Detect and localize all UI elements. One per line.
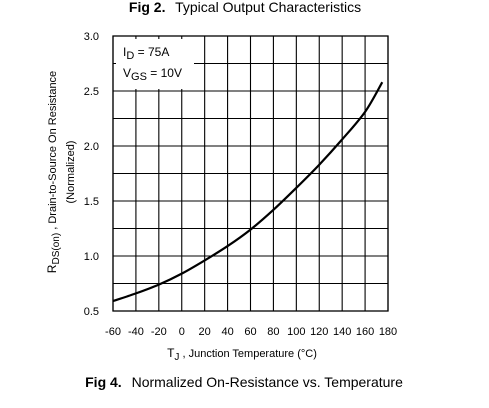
top-caption: Fig 2. Typical Output Characteristics xyxy=(129,0,361,15)
annotation-id-subscript: D xyxy=(126,50,134,62)
x-tick-labels: -60 -40 -20 0 20 40 60 80 100 120 140 160 180 xyxy=(105,326,397,338)
y-tick-label: 0.5 xyxy=(84,306,99,318)
x-axis-title: TJ , Junction Temperature (°C) xyxy=(167,346,317,363)
annotation-vgs: VGS = 10V xyxy=(123,66,182,83)
x-axis-title-subscript: J xyxy=(174,352,179,363)
x-axis-title-text: , Junction Temperature (°C) xyxy=(179,348,316,360)
x-tick-label: 80 xyxy=(267,326,279,338)
y-axis-title-text: , Drain-to-Source On Resistance xyxy=(47,71,59,233)
y-axis-title-subscript: DS(on) xyxy=(51,233,62,265)
curve-layer xyxy=(112,81,384,303)
x-axis-title-symbol: T xyxy=(167,346,175,360)
top-caption-text: Typical Output Characteristics xyxy=(175,0,361,15)
bottom-caption: Fig 4. Normalized On-Resistance vs. Temp… xyxy=(85,374,403,390)
annotation-box: ID = 75A VGS = 10V xyxy=(116,39,194,89)
x-tick-label: 0 xyxy=(179,326,185,338)
annotation-vgs-subscript: GS xyxy=(131,71,147,83)
y-tick-label: 1.0 xyxy=(84,251,99,263)
annotation-background xyxy=(116,39,194,89)
y-tick-label: 3.0 xyxy=(84,31,99,43)
bottom-caption-text: Normalized On-Resistance vs. Temperature xyxy=(132,374,404,390)
x-tick-label: 120 xyxy=(310,326,328,338)
bottom-caption-label: Fig 4. xyxy=(85,374,122,390)
x-tick-label: 40 xyxy=(221,326,233,338)
y-axis-title-line1: RDS(on) , Drain-to-Source On Resistance xyxy=(45,71,62,273)
annotation-vgs-value: = 10V xyxy=(147,66,182,80)
on-resistance-curve xyxy=(112,81,384,303)
y-tick-label: 2.0 xyxy=(84,141,99,153)
x-tick-label: -40 xyxy=(128,326,144,338)
x-tick-label: 20 xyxy=(199,326,211,338)
x-tick-label: -60 xyxy=(105,326,121,338)
y-axis-title-symbol: R xyxy=(45,264,59,273)
annotation-id-value: = 75A xyxy=(134,45,169,59)
y-axis-title: RDS(on) , Drain-to-Source On Resistance … xyxy=(45,71,77,273)
grid xyxy=(112,35,389,312)
annotation-vgs-symbol: V xyxy=(123,66,131,80)
annotation-id-symbol: I xyxy=(123,45,126,59)
x-tick-label: 180 xyxy=(379,326,397,338)
x-tick-label: 160 xyxy=(356,326,374,338)
plot-area: ID = 75A VGS = 10V -60 -40 -20 0 20 40 60 80 100… xyxy=(84,31,397,338)
y-tick-label: 1.5 xyxy=(84,196,99,208)
top-caption-label: Fig 2. xyxy=(129,0,166,15)
x-tick-label: 100 xyxy=(287,326,305,338)
y-tick-labels: 0.5 1.0 1.5 2.0 2.5 3.0 xyxy=(84,31,99,318)
y-tick-label: 2.5 xyxy=(84,86,99,98)
x-tick-label: -20 xyxy=(151,326,167,338)
annotation-id: ID = 75A xyxy=(123,45,169,62)
x-tick-label: 60 xyxy=(244,326,256,338)
y-axis-title-line2: (Normalized) xyxy=(65,141,77,204)
x-tick-label: 140 xyxy=(333,326,351,338)
